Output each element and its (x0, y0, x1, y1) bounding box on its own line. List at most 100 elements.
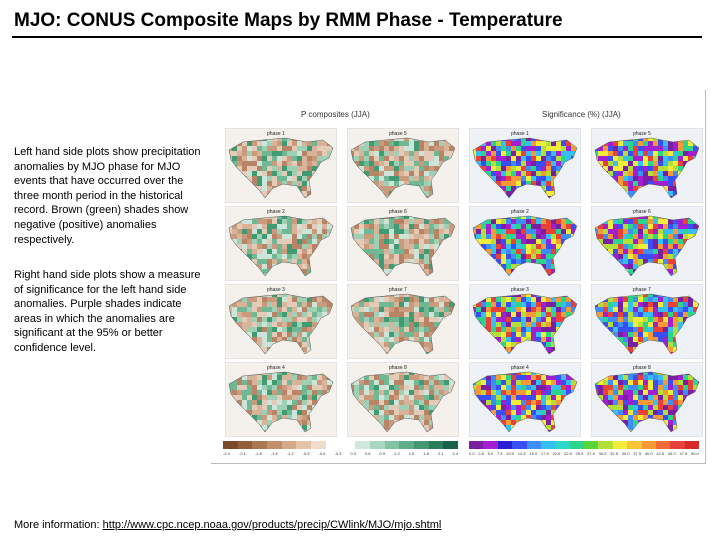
map-phase-label: phase 4 (511, 365, 529, 371)
significance-colorbar-swatch (684, 441, 699, 449)
significance-colorbar-swatch (598, 441, 613, 449)
anomaly-colorbar-swatch (369, 441, 385, 449)
significance-map-phase-1: phase 1 (469, 128, 581, 203)
description-left: Left hand side plots show precipitation … (14, 146, 201, 246)
title-underline (12, 36, 702, 38)
colorbar-tick-label: 7.5 (496, 451, 503, 456)
anomaly-map-phase-2: phase 2 (225, 206, 337, 281)
anomaly-colorbar-swatch (413, 441, 429, 449)
significance-colorbar-swatch (641, 441, 656, 449)
map-phase-label: phase 6 (633, 209, 651, 215)
anomaly-map-phase-6: phase 6 (347, 206, 459, 281)
anomaly-header: P composites (JJA) (301, 110, 370, 119)
colorbar-tick-label: 30.0 (598, 451, 607, 456)
anomaly-colorbar-swatch (267, 441, 282, 449)
significance-map-phase-5: phase 5 (591, 128, 703, 203)
colorbar-tick-label: 17.5 (540, 451, 549, 456)
colorbar-tick-label: 50.0 (691, 451, 699, 456)
colorbar-tick-label: -2.1 (238, 451, 246, 456)
colorbar-tick-label: 0.0 (469, 451, 475, 456)
colorbar-tick-label: 2.4 (452, 451, 458, 456)
map-phase-label: phase 4 (267, 365, 285, 371)
map-phase-label: phase 5 (389, 131, 407, 137)
anomaly-colorbar-swatch (223, 441, 238, 449)
significance-header: Significance (%) (JJA) (542, 110, 621, 119)
anomaly-colorbar-swatch (325, 441, 341, 449)
colorbar-tick-label: 40.0 (644, 451, 653, 456)
anomaly-map-phase-1: phase 1 (225, 128, 337, 203)
anomaly-map-phase-7: phase 7 (347, 284, 459, 359)
colorbar-tick-label: 0.9 (379, 451, 386, 456)
significance-map-phase-4: phase 4 (469, 362, 581, 437)
map-phase-label: phase 8 (633, 365, 651, 371)
colorbar-tick-label: -1.8 (254, 451, 262, 456)
colorbar-tick-label: 10.0 (506, 451, 515, 456)
colorbar-tick-label: 35.0 (621, 451, 630, 456)
map-phase-label: phase 6 (389, 209, 407, 215)
colorbar-tick-label: 37.5 (633, 451, 642, 456)
anomaly-colorbar-swatch (237, 441, 253, 449)
anomaly-colorbar-swatch (355, 441, 370, 449)
anomaly-map-phase-8: phase 8 (347, 362, 459, 437)
colorbar-tick-label: 45.0 (667, 451, 676, 456)
composite-figure: P composites (JJA) Significance (%) (JJA… (211, 90, 706, 464)
significance-map-phase-2: phase 2 (469, 206, 581, 281)
colorbar-tick-label: 27.5 (587, 451, 595, 456)
description-right: Right hand side plots show a measure of … (14, 269, 201, 354)
anomaly-colorbar-ticks: -2.4 -2.1 -1.8 -1.5 -1.2 -0.9 -0.6 -0.3 0.3 0.6 0.… (223, 451, 458, 456)
colorbar-tick-label: 1.8 (423, 451, 429, 456)
significance-colorbar-swatch (555, 441, 570, 449)
anomaly-colorbar (223, 441, 458, 449)
colorbar-tick-label: 5.0 (487, 451, 494, 456)
colorbar-tick-label: -1.2 (286, 451, 294, 456)
colorbar-tick-label: -1.5 (270, 451, 278, 456)
colorbar-tick-label: 2.5 (478, 451, 484, 456)
colorbar-tick-label: 1.5 (408, 451, 415, 456)
more-info-link[interactable]: http://www.cpc.ncep.noaa.gov/products/pr… (102, 519, 442, 531)
significance-map-phase-8: phase 8 (591, 362, 703, 437)
map-phase-label: phase 1 (511, 131, 529, 137)
page-title: MJO: CONUS Composite Maps by RMM Phase -… (14, 10, 563, 31)
map-phase-label: phase 3 (267, 287, 285, 293)
anomaly-colorbar-swatch (252, 441, 268, 449)
map-phase-label: phase 2 (267, 209, 285, 215)
significance-colorbar-ticks: 0.0 2.5 5.0 7.5 10.0 12.5 15.0 17.5 20.0 22.5 25.0… (469, 451, 699, 456)
significance-colorbar-swatch (483, 441, 498, 449)
colorbar-tick-label: 32.5 (610, 451, 618, 456)
colorbar-tick-label: 47.5 (679, 451, 688, 456)
colorbar-tick-label: -0.6 (318, 451, 326, 456)
significance-colorbar-swatch (627, 441, 642, 449)
colorbar-tick-label: 1.2 (394, 451, 400, 456)
significance-colorbar-swatch (526, 441, 541, 449)
map-phase-label: phase 7 (389, 287, 407, 293)
significance-colorbar (469, 441, 699, 449)
significance-colorbar-swatch (612, 441, 628, 449)
map-phase-label: phase 7 (633, 287, 651, 293)
colorbar-tick-label: 20.0 (552, 451, 561, 456)
colorbar-tick-label: 25.0 (575, 451, 584, 456)
significance-map-phase-7: phase 7 (591, 284, 703, 359)
map-phase-label: phase 3 (511, 287, 529, 293)
significance-colorbar-swatch (512, 441, 527, 449)
colorbar-tick-label: 2.1 (437, 451, 444, 456)
colorbar-tick-label: 12.5 (517, 451, 526, 456)
significance-colorbar-swatch (569, 441, 584, 449)
colorbar-tick-label: 42.5 (656, 451, 665, 456)
map-phase-label: phase 1 (267, 131, 285, 137)
anomaly-colorbar-swatch (384, 441, 400, 449)
anomaly-colorbar-swatch (428, 441, 444, 449)
anomaly-map-phase-3: phase 3 (225, 284, 337, 359)
colorbar-tick-label: -2.4 (223, 451, 230, 456)
anomaly-map-phase-4: phase 4 (225, 362, 337, 437)
anomaly-colorbar-swatch (340, 441, 356, 449)
anomaly-colorbar-swatch (281, 441, 297, 449)
significance-colorbar-swatch (469, 441, 484, 449)
significance-map-phase-3: phase 3 (469, 284, 581, 359)
map-phase-label: phase 8 (389, 365, 407, 371)
significance-colorbar-swatch (670, 441, 685, 449)
colorbar-tick-label: 0.3 (350, 451, 356, 456)
colorbar-tick-label: 0.6 (364, 451, 371, 456)
footer-prefix: More information: (14, 519, 103, 531)
colorbar-tick-label: 22.5 (563, 451, 572, 456)
significance-colorbar-swatch (655, 441, 671, 449)
